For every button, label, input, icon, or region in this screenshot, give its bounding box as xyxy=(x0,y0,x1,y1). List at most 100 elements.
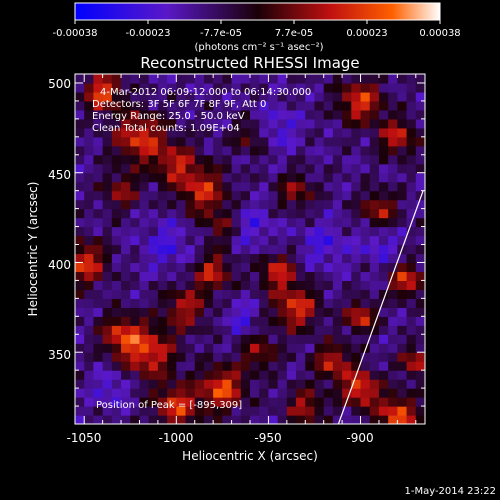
heatmap-cell xyxy=(148,208,159,219)
heatmap-cell xyxy=(250,154,260,165)
heatmap-cell xyxy=(111,181,122,192)
heatmap-cell xyxy=(203,127,214,138)
heatmap-cell xyxy=(388,280,398,290)
heatmap-cell xyxy=(286,280,297,290)
heatmap-cell xyxy=(176,235,187,246)
heatmap-cell xyxy=(148,82,159,93)
heatmap-cell xyxy=(415,100,425,111)
heatmap-cell xyxy=(305,370,316,380)
heatmap-cell xyxy=(240,379,251,389)
heatmap-cell xyxy=(397,226,408,237)
heatmap-cell xyxy=(167,298,177,308)
heatmap-cell xyxy=(314,154,325,165)
heatmap-cell xyxy=(75,235,85,246)
heatmap-cell xyxy=(148,100,159,111)
y-tick-label-2: 450 xyxy=(48,168,71,182)
heatmap-cell xyxy=(148,163,159,174)
heatmap-cell xyxy=(286,253,297,264)
heatmap-cell xyxy=(194,82,205,93)
heatmap-cell xyxy=(121,397,131,407)
heatmap-cell xyxy=(388,118,398,129)
heatmap-cell xyxy=(75,190,85,201)
heatmap-cell xyxy=(397,370,408,380)
heatmap-cell xyxy=(111,253,122,264)
heatmap-cell xyxy=(332,352,343,362)
heatmap-cell xyxy=(185,154,196,165)
heatmap-cell xyxy=(323,397,334,407)
heatmap-cell xyxy=(250,163,260,174)
heatmap-cell xyxy=(378,145,389,156)
heatmap-cell xyxy=(360,388,371,398)
heatmap-cell xyxy=(305,172,316,183)
heatmap-cell xyxy=(250,136,260,147)
heatmap-cell xyxy=(111,136,122,147)
heatmap-cell xyxy=(130,181,141,192)
heatmap-cell xyxy=(286,145,297,156)
heatmap-cell xyxy=(157,289,168,299)
heatmap-cell xyxy=(139,361,150,371)
heatmap-cell xyxy=(157,397,168,407)
heatmap-cell xyxy=(388,145,398,156)
heatmap-cell xyxy=(323,262,334,273)
heatmap-cell xyxy=(305,163,316,174)
heatmap-cell xyxy=(203,379,214,389)
heatmap-cell xyxy=(369,334,380,344)
heatmap-cell xyxy=(213,226,223,237)
heatmap-cell xyxy=(93,208,104,219)
heatmap-cell xyxy=(351,280,362,290)
heatmap-cell xyxy=(102,334,113,344)
heatmap-cell xyxy=(351,334,362,344)
heatmap-cell xyxy=(314,289,325,299)
heatmap-cell xyxy=(148,361,159,371)
heatmap-cell xyxy=(222,361,233,371)
heatmap-cell xyxy=(157,253,168,264)
heatmap-cell xyxy=(323,406,334,416)
heatmap-cell xyxy=(176,74,187,84)
heatmap-cell xyxy=(360,199,371,210)
heatmap-cell xyxy=(130,379,141,389)
heatmap-cell xyxy=(369,352,380,362)
heatmap-cell xyxy=(167,370,177,380)
heatmap-cell xyxy=(185,181,196,192)
heatmap-cell xyxy=(397,397,408,407)
heatmap-cell xyxy=(268,352,279,362)
heatmap-cell xyxy=(332,109,343,120)
heatmap-cell xyxy=(240,262,251,273)
heatmap-cell xyxy=(111,379,122,389)
heatmap-cell xyxy=(231,262,242,273)
heatmap-cell xyxy=(121,271,131,282)
heatmap-cell xyxy=(84,118,95,129)
heatmap-cell xyxy=(75,289,85,299)
heatmap-cell xyxy=(323,136,334,147)
heatmap-cell xyxy=(332,406,343,416)
heatmap-cell xyxy=(240,253,251,264)
heatmap-cell xyxy=(369,379,380,389)
heatmap-cell xyxy=(388,271,398,282)
heatmap-cell xyxy=(314,406,325,416)
heatmap-cell xyxy=(130,406,141,416)
heatmap-cell xyxy=(323,190,334,201)
heatmap-cell xyxy=(139,352,150,362)
heatmap-cell xyxy=(323,181,334,192)
heatmap-cell xyxy=(148,262,159,273)
heatmap-cell xyxy=(406,235,417,246)
heatmap-cell xyxy=(378,190,389,201)
heatmap-cell xyxy=(157,361,168,371)
heatmap-cell xyxy=(415,208,425,219)
heatmap-cell xyxy=(323,379,334,389)
heatmap-cell xyxy=(157,370,168,380)
heatmap-cell xyxy=(332,280,343,290)
heatmap-cell xyxy=(139,307,150,317)
heatmap-cell xyxy=(259,352,270,362)
heatmap-cell xyxy=(93,289,104,299)
heatmap-cell xyxy=(185,109,196,120)
heatmap-cell xyxy=(194,253,205,264)
heatmap-cell xyxy=(75,262,85,273)
heatmap-cell xyxy=(148,181,159,192)
heatmap-cell xyxy=(342,91,352,102)
heatmap-cell xyxy=(84,100,95,111)
heatmap-cell xyxy=(250,199,260,210)
heatmap-cell xyxy=(213,343,223,353)
heatmap-cell xyxy=(351,343,362,353)
heatmap-cell xyxy=(296,74,306,84)
